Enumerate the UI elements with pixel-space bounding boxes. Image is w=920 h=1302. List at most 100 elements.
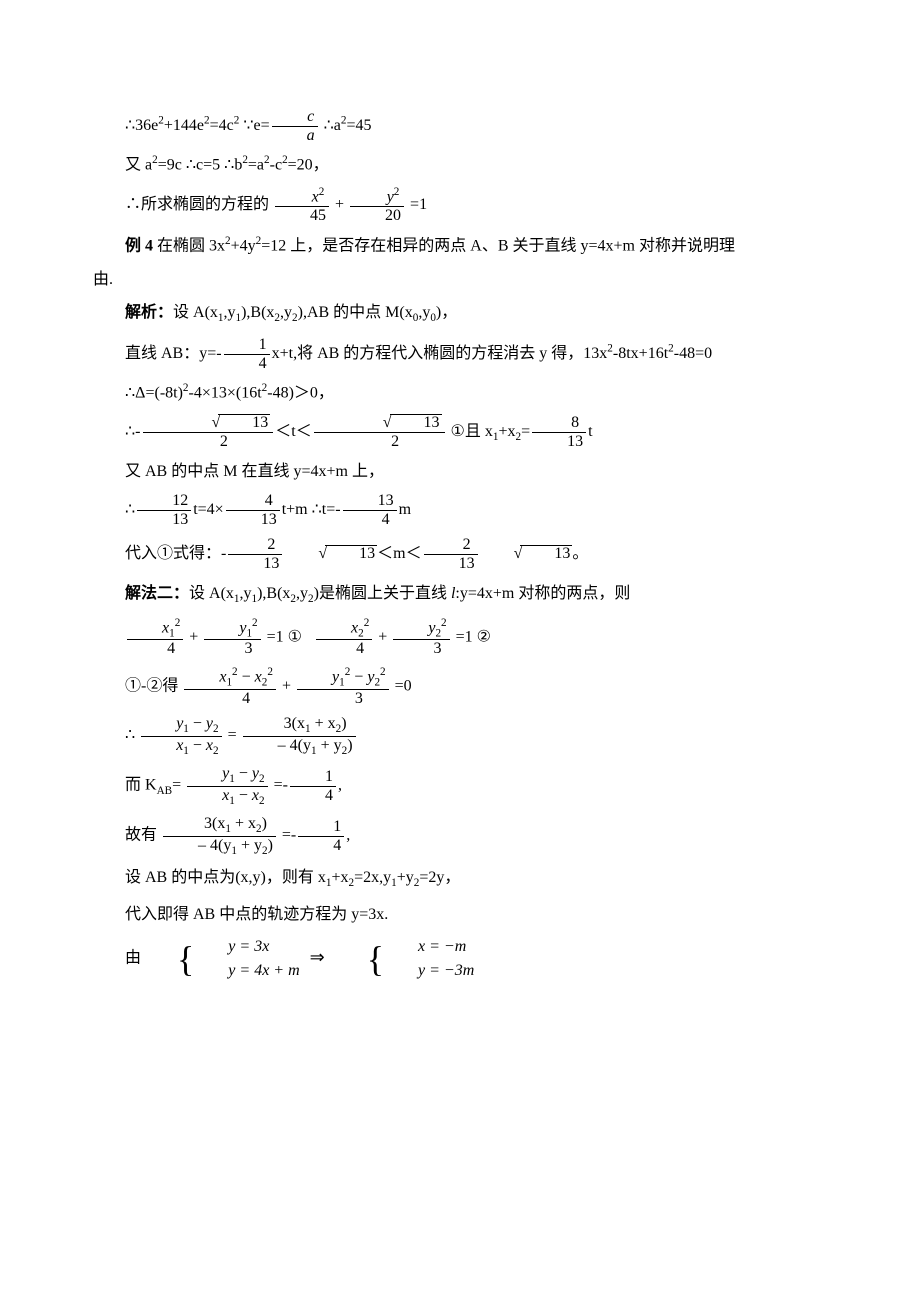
t: 又 a [125,157,152,174]
t: c [307,108,314,125]
t: ,y [296,585,308,602]
line-3: ∴所求椭圆的方程的 x245 + y220 =1 [93,186,827,225]
t: 13 [137,511,191,529]
t: +x [331,869,348,886]
t: +y [397,869,414,886]
midpoint-xy: 设 AB 的中点为(x,y)，则有 x1+x2=2x,y1+y2=2y， [93,865,827,893]
t: x [255,668,262,685]
t: 3(x [284,715,305,732]
frac-dx-4: x12 − x224 [184,666,276,707]
frac-x2-45: x245 [275,186,329,225]
t: x [206,737,213,754]
t: y [387,188,394,205]
t: ∴36e [125,117,158,134]
t: 又 AB 的中点 M 在直线 y=4x+m 上， [125,463,384,480]
t: ) [262,815,267,832]
t: =- [274,777,288,794]
method2-label: 解法二： [125,585,189,602]
frac-2-13a: 213 [228,536,282,572]
t: 直线 AB：y=- [125,345,222,362]
t: 13 [532,433,586,451]
t: =- [282,827,296,844]
therefore-eq: 故有 3(x1 + x2) – 4(y1 + y2) =-14, [93,815,827,857]
t: 3 [393,640,449,658]
t: 故有 [125,827,157,844]
frac-y2-20: y220 [350,186,404,225]
trajectory: 代入即得 AB 中点的轨迹方程为 y=3x. [93,902,827,928]
t: 在椭圆 3x [157,237,225,254]
t: 13 [226,511,280,529]
t: =1 ② [456,628,491,645]
frac-13-4: 134 [343,492,397,528]
t: 13 [218,414,270,431]
t: 1 [290,768,336,787]
ellipse-eqs: x124 + y123 =1 ① x224 + y223 =1 ② [93,617,827,658]
brace-right: { x = −m y = −3m [335,935,475,983]
t: + y [237,837,262,854]
t: -48)＞0， [267,385,334,402]
t: y = −3m [418,962,474,979]
t: 13 [325,545,377,562]
frac-x12-4: x124 [127,617,183,658]
t: x [252,787,259,804]
t: ,y [224,304,236,321]
t: +x [498,423,515,440]
t: ＜m＜ [377,545,421,562]
sqrt13b: 13 [480,541,573,567]
t: )是椭圆上关于直线 [314,585,451,602]
frac-2-13b: 213 [424,536,478,572]
frac-8-13: 813 [532,414,586,450]
t: 20 [350,207,404,225]
t-eqs: ∴1213t=4×413t+m ∴t=-134m [93,492,827,528]
t: = [228,727,237,744]
analysis-label: 解析： [125,304,173,321]
midpoint: 又 AB 的中点 M 在直线 y=4x+m 上， [93,459,827,485]
t: ∴所求椭圆的方程的 [125,196,269,213]
sub-result: 代入①式得：-21313＜m＜21313。 [93,536,827,572]
t: =2x,y [354,869,391,886]
t: 设 AB 的中点为(x,y)，则有 x [125,869,326,886]
range-t: ∴-132＜t＜132 ①且 x1+x2=813t [93,414,827,450]
t: 2 [424,536,478,555]
t: 2 [314,433,445,451]
t: 3 [204,640,260,658]
delta: ∴Δ=(-8t)2-4×13×(16t2-48)＞0， [93,380,827,406]
t: -8tx+16t [613,345,668,362]
t: :y=4x+m 对称的两点，则 [455,585,630,602]
t: ∴Δ=(-8t) [125,385,183,402]
t: 。 [572,545,588,562]
t: ) [341,715,346,732]
t: =9c ∴c=5 ∴b [158,157,243,174]
t: ①且 x [447,423,493,440]
t: + [335,196,344,213]
t: ,y [280,304,292,321]
t: 1 [298,818,344,837]
t: 45 [275,207,329,225]
t: m [399,501,411,518]
t: x [312,188,319,205]
t: ∵e= [239,117,269,134]
t: ,y [418,304,430,321]
t: =2y， [419,869,460,886]
t: 设 A(x [173,304,218,321]
t: 3 [297,690,389,708]
slope-eq: ∴ y1 − y2 x1 − x2 = 3(x1 + x2) – 4(y1 + … [93,715,827,757]
t: x = −m [418,938,466,955]
t: 代入即得 AB 中点的轨迹方程为 y=3x. [125,906,388,923]
t: 代入①式得：- [125,545,226,562]
frac-slope-right: 3(x1 + x2) – 4(y1 + y2) [243,715,356,757]
t: 4 [316,640,372,658]
t: 4 [226,492,280,511]
t: 2 [143,433,274,451]
t: =1 ① [267,628,302,645]
arrow-icon: ⇒ [310,947,325,967]
frac-dy-3: y12 − y223 [297,666,389,707]
t: a [307,127,315,144]
line-1: ∴36e2+144e2=4c2 ∵e=ca ∴a2=45 [93,108,827,144]
t: – 4(y [278,737,311,754]
t: )， [436,304,457,321]
t: 4 [298,837,344,855]
frac-1-4c: 14 [298,818,344,854]
t: 而 K [125,777,157,794]
t: +4y [231,237,256,254]
